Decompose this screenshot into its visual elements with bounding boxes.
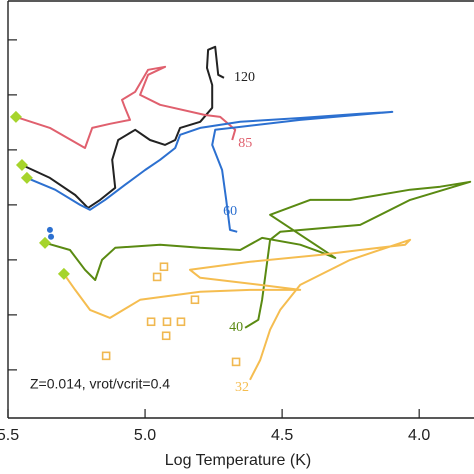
annotation: Z=0.014, vrot/vcrit=0.4 bbox=[30, 376, 170, 392]
track-label: 85 bbox=[238, 136, 252, 151]
track-label: 32 bbox=[235, 380, 249, 395]
circle-marker bbox=[46, 226, 53, 233]
diamond-marker bbox=[15, 159, 28, 171]
circle-marker bbox=[48, 233, 55, 240]
diamond-marker bbox=[20, 171, 33, 184]
track-line bbox=[26, 110, 394, 233]
diamond-marker bbox=[39, 236, 52, 249]
track-line bbox=[15, 65, 237, 149]
diamond-marker bbox=[57, 267, 70, 280]
track-line bbox=[44, 180, 472, 329]
x-tick-label: 5.5 bbox=[0, 427, 19, 444]
square-marker bbox=[231, 357, 241, 367]
track-line bbox=[21, 45, 225, 209]
square-marker bbox=[161, 331, 171, 341]
square-marker bbox=[176, 317, 186, 327]
track-line bbox=[63, 238, 412, 381]
track-label: 60 bbox=[223, 204, 237, 219]
square-marker bbox=[101, 351, 111, 361]
x-tick-label: 5.0 bbox=[134, 427, 156, 444]
track-label: 40 bbox=[229, 320, 243, 335]
square-marker bbox=[159, 262, 169, 272]
track-label: 120 bbox=[234, 70, 255, 85]
square-marker bbox=[152, 272, 162, 282]
diamond-marker bbox=[9, 110, 22, 123]
square-marker bbox=[146, 317, 156, 327]
x-tick-label: 4.0 bbox=[408, 427, 430, 444]
x-axis-label: Log Temperature (K) bbox=[165, 452, 311, 469]
square-marker bbox=[190, 295, 200, 305]
square-marker bbox=[162, 317, 172, 327]
x-tick-label: 4.5 bbox=[271, 427, 293, 444]
